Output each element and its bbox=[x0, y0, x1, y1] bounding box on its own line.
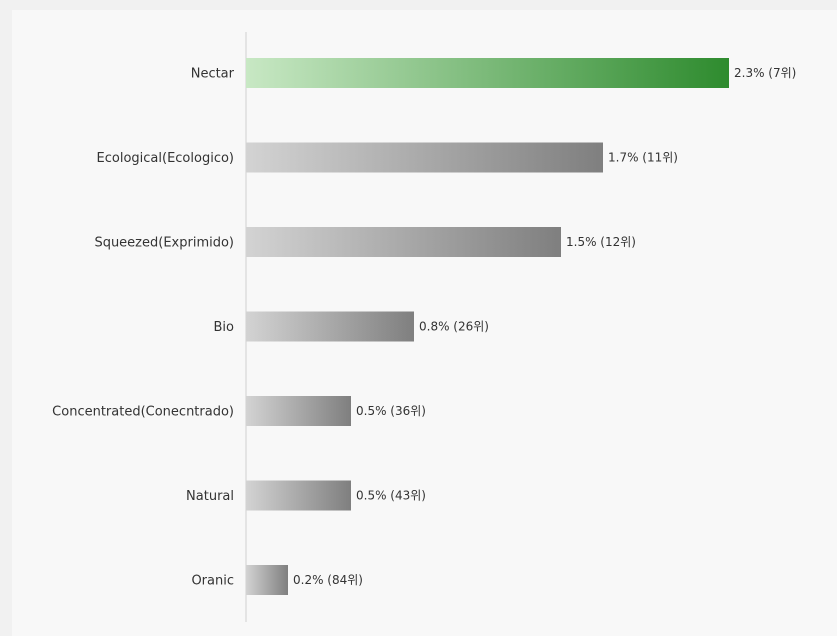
chart-panel: Nectar 2.3% (7위) Ecological(Ecologico) 1.7%… bbox=[12, 10, 837, 636]
category-label: Ecological(Ecologico) bbox=[97, 151, 234, 166]
data-label: 1.5% (12위) bbox=[566, 235, 636, 249]
bar-4 bbox=[246, 396, 351, 426]
data-label: 1.7% (11위) bbox=[608, 151, 678, 165]
data-label: 0.5% (36위) bbox=[356, 404, 426, 418]
category-label: Squeezed(Exprimido) bbox=[94, 236, 234, 251]
data-label: 0.2% (84위) bbox=[293, 573, 363, 587]
data-label: 0.5% (43위) bbox=[356, 489, 426, 503]
category-label: Bio bbox=[214, 320, 235, 335]
bars-group: Nectar 2.3% (7위) Ecological(Ecologico) 1.7%… bbox=[52, 58, 796, 595]
bar-0 bbox=[246, 58, 729, 88]
bar-6 bbox=[246, 565, 288, 595]
bar-1 bbox=[246, 142, 603, 173]
data-label: 0.8% (26위) bbox=[419, 320, 489, 334]
category-label: Natural bbox=[186, 489, 234, 504]
category-label: Concentrated(Conecntrado) bbox=[52, 405, 234, 420]
category-label: Nectar bbox=[191, 67, 235, 82]
bar-chart: Nectar 2.3% (7위) Ecological(Ecologico) 1.7%… bbox=[52, 32, 796, 622]
bar-5 bbox=[246, 480, 351, 511]
data-label: 2.3% (7위) bbox=[734, 66, 796, 80]
category-label: Oranic bbox=[191, 574, 234, 589]
bar-3 bbox=[246, 311, 414, 342]
bar-2 bbox=[246, 227, 561, 257]
